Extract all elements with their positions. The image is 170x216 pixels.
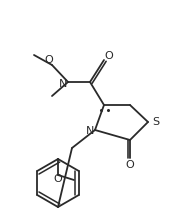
Text: N: N: [86, 126, 94, 136]
Text: O: O: [126, 160, 134, 170]
Text: O: O: [45, 55, 53, 65]
Text: N: N: [59, 79, 67, 89]
Text: O: O: [105, 51, 113, 61]
Text: O: O: [54, 174, 62, 184]
Text: S: S: [152, 117, 160, 127]
